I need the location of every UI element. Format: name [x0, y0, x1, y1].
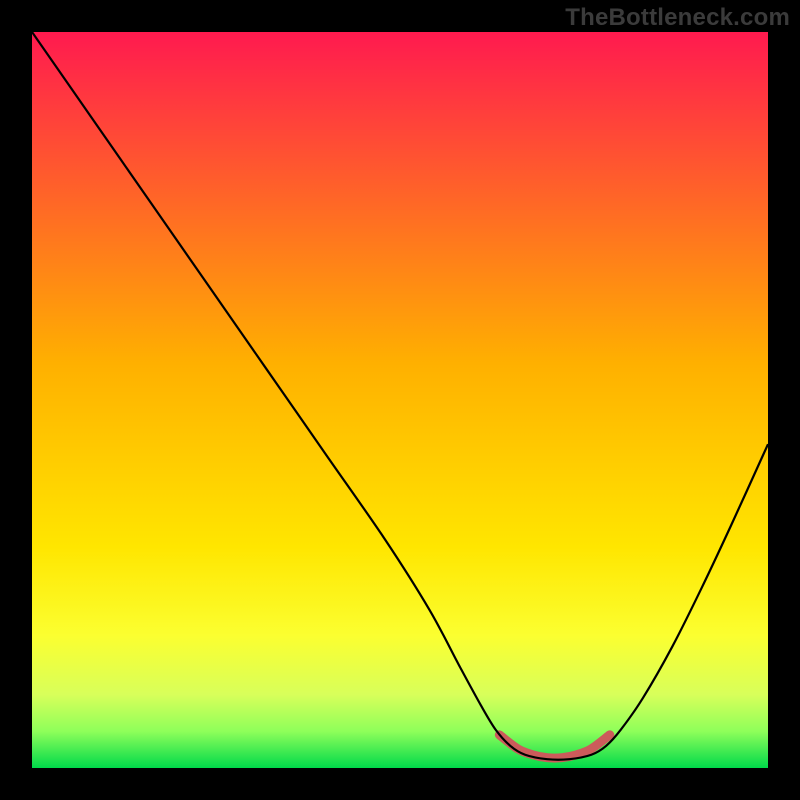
chart-svg [32, 32, 768, 768]
plot-area [32, 32, 768, 768]
chart-background [32, 32, 768, 768]
watermark-text: TheBottleneck.com [565, 4, 790, 32]
chart-container: TheBottleneck.com [0, 0, 800, 800]
